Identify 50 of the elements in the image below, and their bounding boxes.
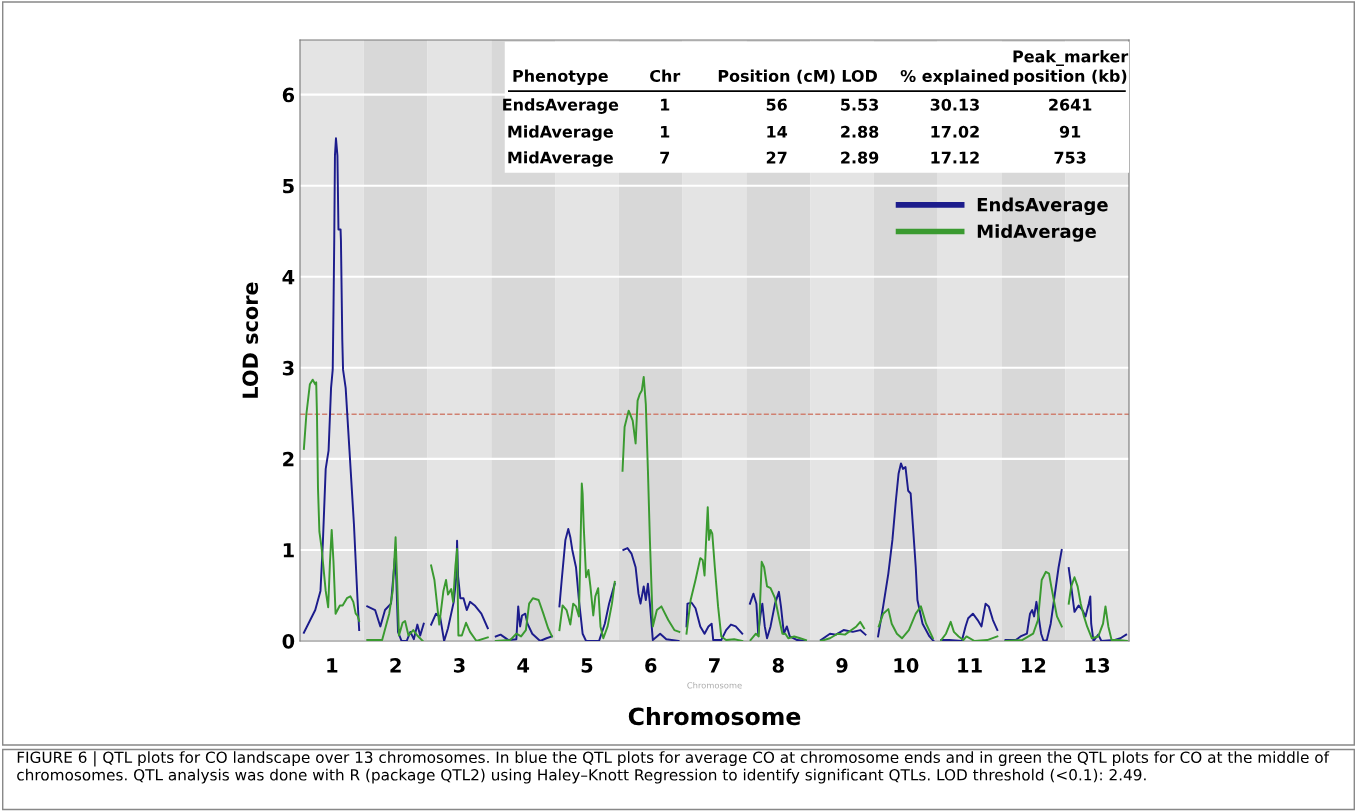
annotation: Position (cM) — [718, 69, 835, 84]
annotation: LOD — [842, 69, 877, 82]
text: Chromosome — [687, 682, 742, 689]
annotation: MidAverage — [508, 125, 613, 141]
y-tick-label: 4 — [282, 269, 295, 285]
x-tick-label: 5 — [581, 658, 593, 673]
annotation: Peak_marker position (kb) — [1013, 50, 1129, 86]
y-tick-label: 1 — [283, 543, 294, 558]
annotation: 753 — [1054, 151, 1086, 164]
y-tick-label: 2 — [283, 451, 294, 467]
annotation: 91 — [1059, 125, 1081, 138]
caption: FIGURE 6 | QTL plots for CO landscape over 13 chromosomes. In blue the QTL plots for average CO at chromosome ends and in green the QTL plots for CO at the middle of chromosomes. QTL analysis was done with R (package QTL2) using Haley–Knott Regression to identify significant QTLs. LOD threshold (<0.1): 2.49. — [17, 751, 1330, 784]
annotation: 27 — [766, 151, 787, 164]
x-tick-label: 8 — [772, 658, 784, 673]
x-tick-label: 11 — [958, 658, 982, 673]
annotation: Chr — [650, 69, 681, 82]
x-tick-label: 12 — [1022, 658, 1046, 673]
annotation: 2.88 — [841, 125, 879, 138]
annotation: EndsAverage — [503, 98, 619, 114]
annotation: 1 — [661, 98, 670, 111]
annotation: 56 — [766, 98, 787, 111]
annotation: 30.13 — [930, 98, 979, 111]
annotation: Phenotype — [513, 69, 608, 86]
annotation: 1 — [661, 125, 670, 138]
legend-label: MidAverage — [977, 224, 1096, 242]
annotation: % explained — [900, 69, 1009, 86]
x-tick-label: 10 — [894, 658, 919, 673]
annotation: 5.53 — [841, 98, 879, 111]
x-tick-label: 9 — [836, 658, 848, 673]
annotation: 17.12 — [931, 151, 979, 164]
y-tick-label: 6 — [282, 87, 295, 103]
annotation: 14 — [767, 125, 788, 138]
y-tick-label: 0 — [282, 633, 295, 649]
y-axis-title: LOD score — [242, 282, 259, 398]
x-axis-title: Chromosome — [628, 707, 801, 726]
legend-label: EndsAverage — [977, 197, 1108, 216]
annotation: MidAverage — [508, 151, 613, 167]
annotation: 17.02 — [931, 125, 979, 138]
y-tick-label: 3 — [282, 360, 294, 376]
x-tick-label: 2 — [390, 658, 401, 673]
y-tick-label: 5 — [283, 178, 294, 194]
x-tick-label: 1 — [327, 658, 338, 673]
x-tick-label: 13 — [1085, 658, 1110, 673]
annotation: 7 — [660, 151, 670, 164]
x-tick-label: 6 — [645, 658, 657, 673]
x-tick-label: 7 — [709, 658, 720, 673]
x-tick-label: 3 — [453, 658, 465, 673]
x-tick-label: 4 — [517, 658, 530, 673]
annotation: 2.89 — [841, 151, 879, 164]
annotation: 2641 — [1049, 98, 1092, 111]
